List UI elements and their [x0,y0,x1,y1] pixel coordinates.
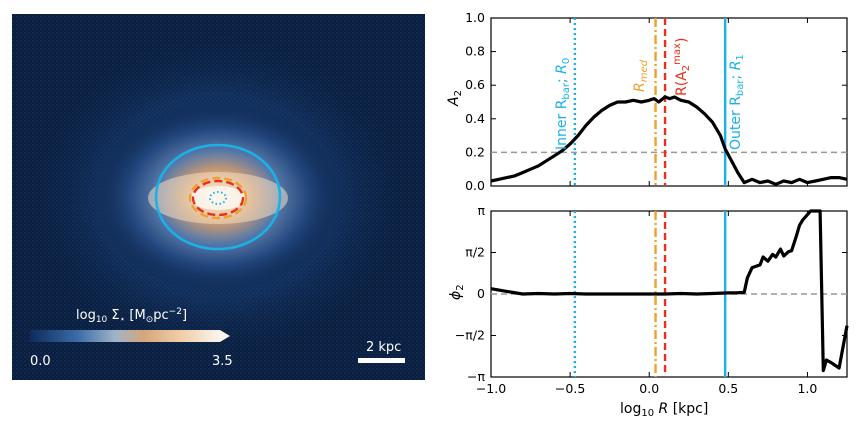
x-tick-label: −0.5 [555,381,585,396]
y-tick-label: −π/2 [455,328,485,343]
inner-rbar-label: Inner Rbar; R0 [554,58,572,150]
colorbar-max-label: 3.5 [212,354,233,369]
y-tick-label: 0.2 [465,144,485,159]
a2-panel: 0.0 0.2 0.4 0.6 0.8 1.0 Inner Rbar; R0 Rmed R… [446,10,848,193]
colorbar-extend-arrow [220,330,230,342]
y-tick-label: −π [467,369,485,384]
a2-max-radius-ellipse [191,179,245,217]
y-tick-label: 0 [477,286,485,301]
x-tick-label: 0.0 [639,381,659,396]
phi2-y-axis: −π −π/2 0 π/2 π [455,203,847,384]
phi2-x-axis: −1.0 −0.5 0.0 0.5 1.0 [476,211,817,396]
inner-bar-radius-ellipse [209,191,227,205]
outer-bar-radius-ellipse [154,143,282,251]
median-radius-ellipse [188,176,248,220]
y-tick-label: 0.0 [465,178,485,193]
colorbar-min-label: 0.0 [30,354,51,369]
x-axis-label: log10 R [kpc] [620,401,708,419]
colorbar [30,330,220,342]
y-tick-label: 0.6 [465,77,485,92]
galaxy-image-panel: log10 Σ⋆ [M⊙pc−2] 0.0 3.5 2 kpc [12,14,425,380]
colorbar-label: log10 Σ⋆ [M⊙pc−2] [76,307,187,325]
x-tick-label: −1.0 [476,381,506,396]
a2-panel-frame [490,17,848,187]
outer-rbar-label: Outer Rbar; R1 [728,54,746,150]
a2-curve [490,95,848,186]
y-tick-label: 0.8 [465,44,485,59]
y-tick-label: 0.4 [465,111,485,126]
a2-vertical-markers [573,18,727,186]
phi2-y-label: ϕ2 [448,284,466,300]
rmed-label: Rmed [632,59,650,92]
y-tick-label: 1.0 [465,10,485,25]
x-tick-label: 1.0 [797,381,817,396]
x-tick-label: 0.5 [718,381,738,396]
y-tick-label: π/2 [465,245,485,260]
a2-y-label: A2 [446,90,464,107]
phi2-panel: −π −π/2 0 π/2 π −1.0 −0.5 0.0 0.5 1.0 ϕ2 log10 R… [448,203,849,419]
y-tick-label: π [477,203,485,218]
galaxy-core [190,186,246,210]
phi2-curve [490,209,849,373]
a2-x-ticks [490,18,808,186]
scale-bar-label: 2 kpc [366,340,401,355]
a2-y-axis: 0.0 0.2 0.4 0.6 0.8 1.0 [465,10,847,193]
scale-bar [358,358,405,363]
r-a2max-label: R(A2max) [672,38,692,96]
